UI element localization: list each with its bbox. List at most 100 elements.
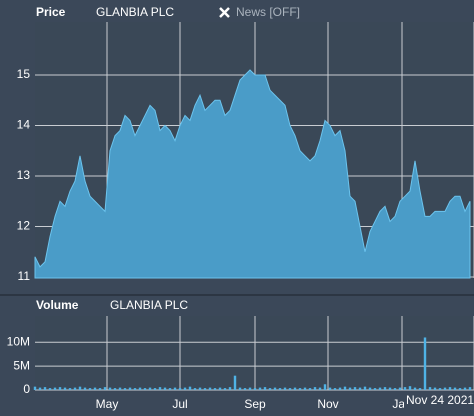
volume-bar xyxy=(458,388,462,390)
volume-bar xyxy=(328,387,332,390)
volume-bar xyxy=(353,387,357,390)
volume-bar xyxy=(78,386,82,390)
volume-bar xyxy=(108,387,112,390)
volume-bar xyxy=(253,388,257,390)
volume-bar xyxy=(393,388,397,390)
y-tick-label: 11 xyxy=(18,269,31,283)
crosshair-label-box xyxy=(404,396,474,414)
y-tick-label: 12 xyxy=(17,219,31,233)
volume-bar xyxy=(158,387,162,390)
volume-bar xyxy=(118,387,122,390)
y-tick-label: 15 xyxy=(17,67,31,81)
volume-bar xyxy=(358,387,362,390)
volume-bar xyxy=(468,387,472,390)
volume-bar xyxy=(68,388,72,390)
volume-bar xyxy=(383,387,387,390)
volume-bar xyxy=(243,388,247,390)
volume-bar xyxy=(378,387,382,390)
volume-bar xyxy=(83,387,87,390)
volume-bar xyxy=(188,386,192,390)
volume-bar xyxy=(33,386,37,390)
price-series-name: GLANBIA PLC xyxy=(96,5,174,19)
volume-bar xyxy=(388,387,392,390)
volume-bar xyxy=(208,387,212,390)
volume-bar xyxy=(173,387,177,390)
volume-bar xyxy=(333,388,337,390)
volume-bar xyxy=(103,387,107,390)
volume-bar xyxy=(128,387,132,390)
y-tick-label: 14 xyxy=(17,118,31,132)
volume-bar xyxy=(308,388,312,390)
volume-bar xyxy=(438,388,442,390)
volume-title: Volume xyxy=(36,298,79,312)
y-tick-label: 13 xyxy=(17,168,31,182)
volume-bar xyxy=(403,387,407,390)
volume-bar xyxy=(168,388,172,390)
volume-bar xyxy=(58,387,62,390)
volume-bar xyxy=(343,386,347,390)
volume-bar xyxy=(298,388,302,390)
price-area xyxy=(34,69,471,279)
volume-bar xyxy=(38,387,42,390)
x-tick-label: Nov xyxy=(317,397,338,411)
y-tick-label: 0 xyxy=(23,382,30,396)
volume-bar xyxy=(143,388,147,390)
volume-bar xyxy=(258,387,262,390)
volume-series-name: GLANBIA PLC xyxy=(110,298,188,312)
volume-bar xyxy=(133,388,137,390)
volume-bar xyxy=(248,387,252,390)
volume-bar xyxy=(453,387,457,390)
volume-bar xyxy=(193,388,197,390)
volume-bar xyxy=(398,387,402,390)
y-tick-label: 5M xyxy=(13,358,30,372)
volume-bar xyxy=(413,387,417,390)
volume-bar xyxy=(363,386,367,390)
x-tick-label: Sep xyxy=(244,397,266,411)
volume-bar xyxy=(338,387,342,390)
volume-bar xyxy=(163,387,167,390)
news-toggle[interactable]: News [OFF] xyxy=(219,5,300,19)
volume-bar xyxy=(418,388,422,390)
volume-bar xyxy=(148,387,152,390)
x-tick-label: May xyxy=(96,397,119,411)
volume-bar xyxy=(123,388,127,390)
volume-bar xyxy=(223,388,227,390)
crosshair-label: Nov 24 2021 xyxy=(406,393,474,407)
volume-bar xyxy=(98,388,102,390)
panel-separator xyxy=(0,294,474,296)
volume-bar xyxy=(428,387,432,390)
volume-bar xyxy=(313,387,317,390)
volume-bar xyxy=(93,387,97,390)
volume-bar xyxy=(368,387,372,390)
volume-bar xyxy=(268,388,272,390)
close-icon xyxy=(219,7,230,18)
volume-bar xyxy=(233,375,237,390)
price-title: Price xyxy=(36,5,66,19)
volume-bar xyxy=(73,387,77,390)
volume-bar xyxy=(278,388,282,390)
volume-bar xyxy=(213,388,217,390)
volume-bar xyxy=(203,388,207,390)
volume-bar xyxy=(228,387,232,390)
volume-bar xyxy=(348,387,352,390)
volume-bar xyxy=(113,388,117,390)
volume-bar xyxy=(198,387,202,390)
volume-bar xyxy=(53,387,57,390)
volume-bar xyxy=(138,387,142,390)
volume-bar xyxy=(183,387,187,390)
volume-bar xyxy=(448,387,452,390)
volume-bar xyxy=(443,387,447,390)
volume-bar xyxy=(48,388,52,390)
volume-bar xyxy=(238,387,242,390)
volume-bar xyxy=(88,388,92,390)
volume-bar xyxy=(273,387,277,390)
x-tick-label: Jul xyxy=(172,397,187,411)
volume-bar xyxy=(153,388,157,390)
volume-bar xyxy=(423,337,427,390)
volume-bar xyxy=(43,387,47,390)
volume-bar xyxy=(318,387,322,390)
y-tick-label: 10M xyxy=(7,334,30,348)
news-toggle-label[interactable]: News [OFF] xyxy=(236,5,300,19)
volume-bar xyxy=(323,384,327,390)
